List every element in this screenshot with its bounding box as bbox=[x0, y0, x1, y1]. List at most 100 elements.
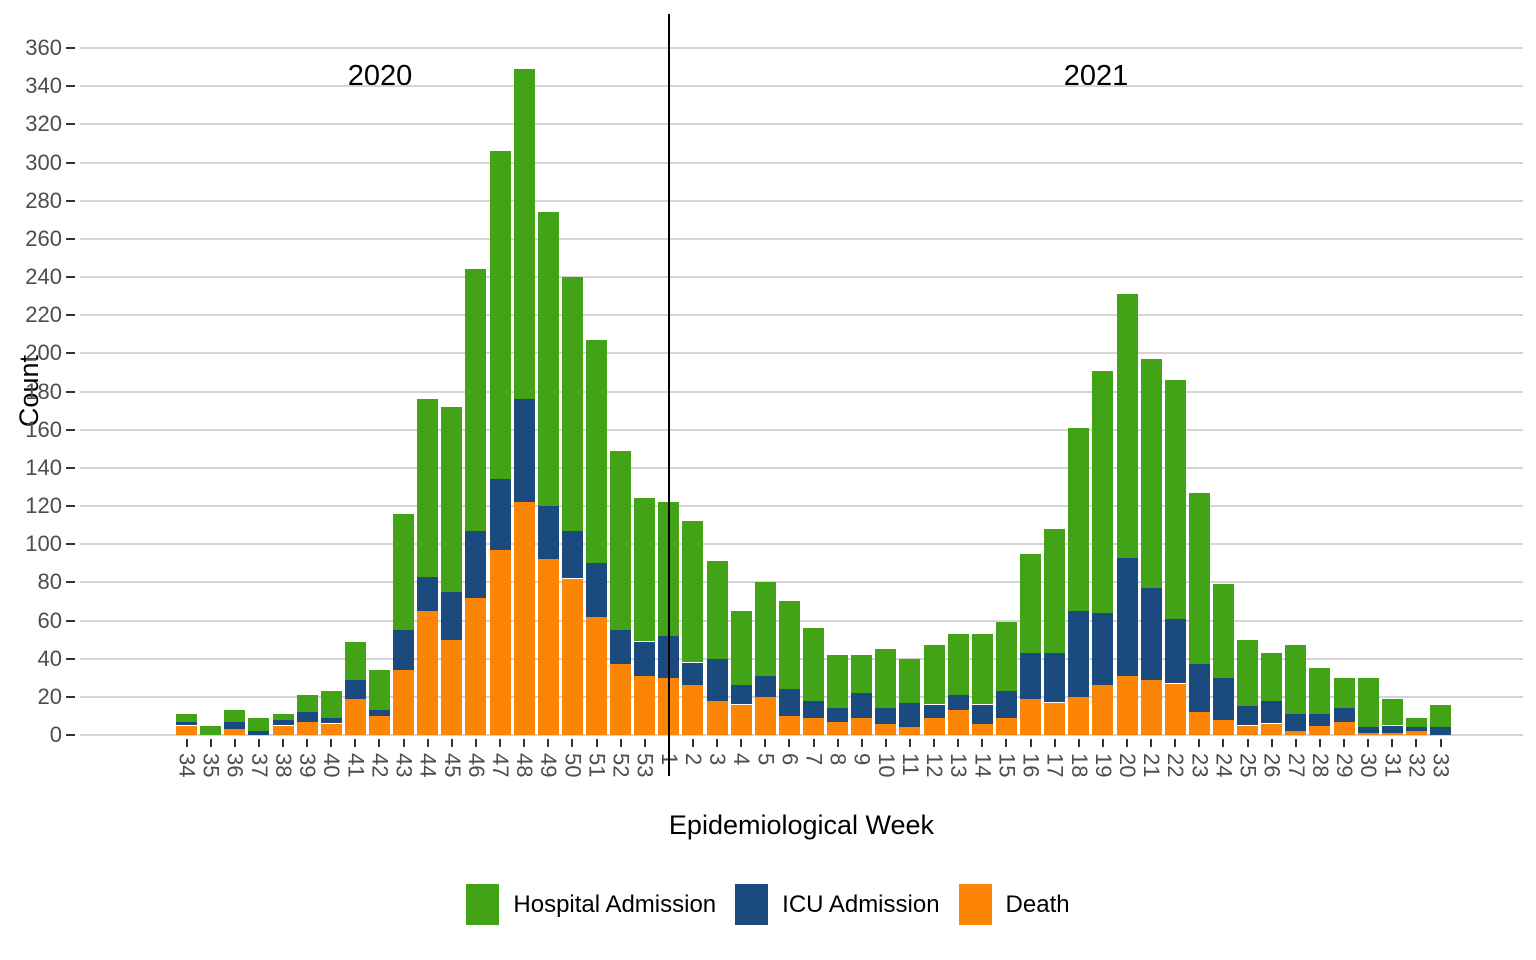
bar-week-38-hospital-admission bbox=[272, 714, 294, 720]
y-tick-mark bbox=[66, 314, 75, 317]
bar-week-27-hospital-admission bbox=[1285, 645, 1307, 714]
bar-week-6-icu-admission bbox=[778, 689, 800, 716]
x-tick-label-week-37: 37 bbox=[246, 753, 272, 778]
x-tick-mark bbox=[788, 739, 791, 747]
annotation-year-2021: 2021 bbox=[1063, 60, 1129, 92]
bar-week-36-hospital-admission bbox=[224, 710, 246, 722]
x-tick-label-week-53: 53 bbox=[632, 753, 658, 778]
x-tick-label-week-28: 28 bbox=[1307, 753, 1333, 778]
bar-week-15-icu-admission bbox=[995, 691, 1017, 718]
x-tick-mark bbox=[933, 739, 936, 747]
x-tick-label-week-30: 30 bbox=[1356, 753, 1382, 778]
bar-week-17-death bbox=[1044, 702, 1066, 735]
x-tick-mark bbox=[884, 739, 887, 747]
x-tick-label-week-36: 36 bbox=[222, 753, 248, 778]
bar-week-40-icu-admission bbox=[320, 717, 342, 724]
bar-week-32-icu-admission bbox=[1405, 727, 1427, 732]
bar-week-22-icu-admission bbox=[1164, 618, 1186, 684]
bar-week-33-hospital-admission bbox=[1430, 704, 1451, 728]
y-tick-label: 360 bbox=[25, 35, 62, 60]
x-tick-label-week-41: 41 bbox=[343, 753, 369, 778]
x-tick-label-week-42: 42 bbox=[367, 753, 393, 778]
gridline-y-0 bbox=[80, 734, 1523, 736]
x-tick-mark bbox=[257, 739, 260, 747]
x-tick-mark bbox=[1439, 739, 1442, 747]
x-tick-mark bbox=[1198, 739, 1201, 747]
x-tick-label-week-8: 8 bbox=[825, 753, 851, 766]
bar-week-11-hospital-admission bbox=[899, 658, 921, 703]
x-tick-mark bbox=[354, 739, 357, 747]
bar-week-13-icu-admission bbox=[947, 694, 969, 711]
y-tick-mark bbox=[66, 85, 75, 88]
y-tick-label: 300 bbox=[25, 149, 62, 175]
x-tick-mark bbox=[1101, 739, 1104, 747]
bar-week-10-hospital-admission bbox=[875, 649, 897, 709]
y-tick-label: 240 bbox=[25, 264, 62, 289]
x-tick-mark bbox=[716, 739, 718, 747]
bar-week-14-death bbox=[971, 723, 993, 735]
gridline-y-20 bbox=[80, 695, 1523, 698]
legend-item-hospital-admission: Hospital Admission bbox=[466, 884, 716, 925]
bar-week-18-death bbox=[1068, 696, 1090, 735]
gridline-y-80 bbox=[80, 581, 1523, 584]
bar-week-4-icu-admission bbox=[730, 685, 752, 705]
x-tick-mark bbox=[330, 739, 333, 747]
x-tick-mark bbox=[957, 739, 960, 747]
bar-week-22-hospital-admission bbox=[1164, 380, 1186, 619]
bar-week-39-death bbox=[296, 721, 318, 735]
y-tick-label: 260 bbox=[25, 225, 62, 251]
bar-week-13-hospital-admission bbox=[947, 633, 969, 695]
y-tick-label: 120 bbox=[25, 493, 62, 518]
bar-week-44-hospital-admission bbox=[417, 399, 439, 577]
x-tick-mark bbox=[1077, 739, 1080, 747]
bar-week-27-death bbox=[1285, 731, 1307, 735]
bar-week-46-icu-admission bbox=[465, 530, 487, 598]
bar-week-52-hospital-admission bbox=[610, 450, 632, 631]
bar-week-47-hospital-admission bbox=[489, 151, 511, 480]
bar-week-28-icu-admission bbox=[1309, 714, 1331, 726]
bar-week-20-hospital-admission bbox=[1116, 294, 1138, 558]
bar-week-47-icu-admission bbox=[489, 479, 511, 550]
x-tick-mark bbox=[185, 739, 188, 747]
x-tick-label-week-44: 44 bbox=[415, 753, 441, 778]
bar-week-53-hospital-admission bbox=[634, 498, 656, 642]
bar-week-51-death bbox=[586, 616, 607, 735]
bar-week-7-death bbox=[803, 717, 824, 735]
y-tick-label: 20 bbox=[37, 683, 62, 709]
bar-week-6-death bbox=[778, 715, 800, 735]
y-tick-label: 140 bbox=[25, 454, 62, 480]
bar-week-9-hospital-admission bbox=[851, 654, 873, 694]
x-tick-mark bbox=[740, 739, 743, 747]
bar-week-49-icu-admission bbox=[537, 506, 559, 560]
bar-week-48-hospital-admission bbox=[513, 69, 535, 400]
bar-week-5-hospital-admission bbox=[754, 582, 776, 676]
x-tick-label-week-50: 50 bbox=[560, 753, 586, 778]
bar-week-12-death bbox=[923, 717, 945, 735]
bar-week-15-death bbox=[995, 717, 1017, 735]
bar-week-36-icu-admission bbox=[224, 721, 246, 730]
bar-week-2-death bbox=[682, 685, 704, 735]
bar-week-14-hospital-admission bbox=[971, 633, 993, 705]
x-tick-label-week-40: 40 bbox=[319, 753, 345, 778]
x-tick-mark bbox=[619, 739, 622, 747]
x-tick-mark bbox=[1126, 739, 1128, 747]
x-tick-label-week-52: 52 bbox=[608, 753, 634, 778]
bar-week-52-death bbox=[610, 664, 632, 735]
bar-week-43-hospital-admission bbox=[393, 513, 414, 630]
bar-week-40-hospital-admission bbox=[320, 691, 342, 718]
bar-week-36-death bbox=[224, 729, 246, 735]
x-tick-mark bbox=[836, 739, 839, 747]
x-tick-label-week-47: 47 bbox=[488, 753, 513, 778]
bar-week-40-death bbox=[320, 723, 342, 735]
x-tick-mark bbox=[450, 739, 453, 747]
bar-week-23-death bbox=[1188, 712, 1210, 735]
x-tick-label-week-3: 3 bbox=[705, 753, 730, 766]
gridline-y-340 bbox=[80, 85, 1523, 88]
x-tick-label-week-6: 6 bbox=[777, 753, 803, 766]
gridline-y-200 bbox=[80, 352, 1523, 355]
bar-week-34-death bbox=[176, 725, 197, 735]
gridline-y-120 bbox=[80, 505, 1523, 507]
bar-week-31-icu-admission bbox=[1381, 725, 1403, 734]
bar-week-25-icu-admission bbox=[1237, 706, 1259, 726]
bar-week-50-hospital-admission bbox=[561, 277, 583, 531]
